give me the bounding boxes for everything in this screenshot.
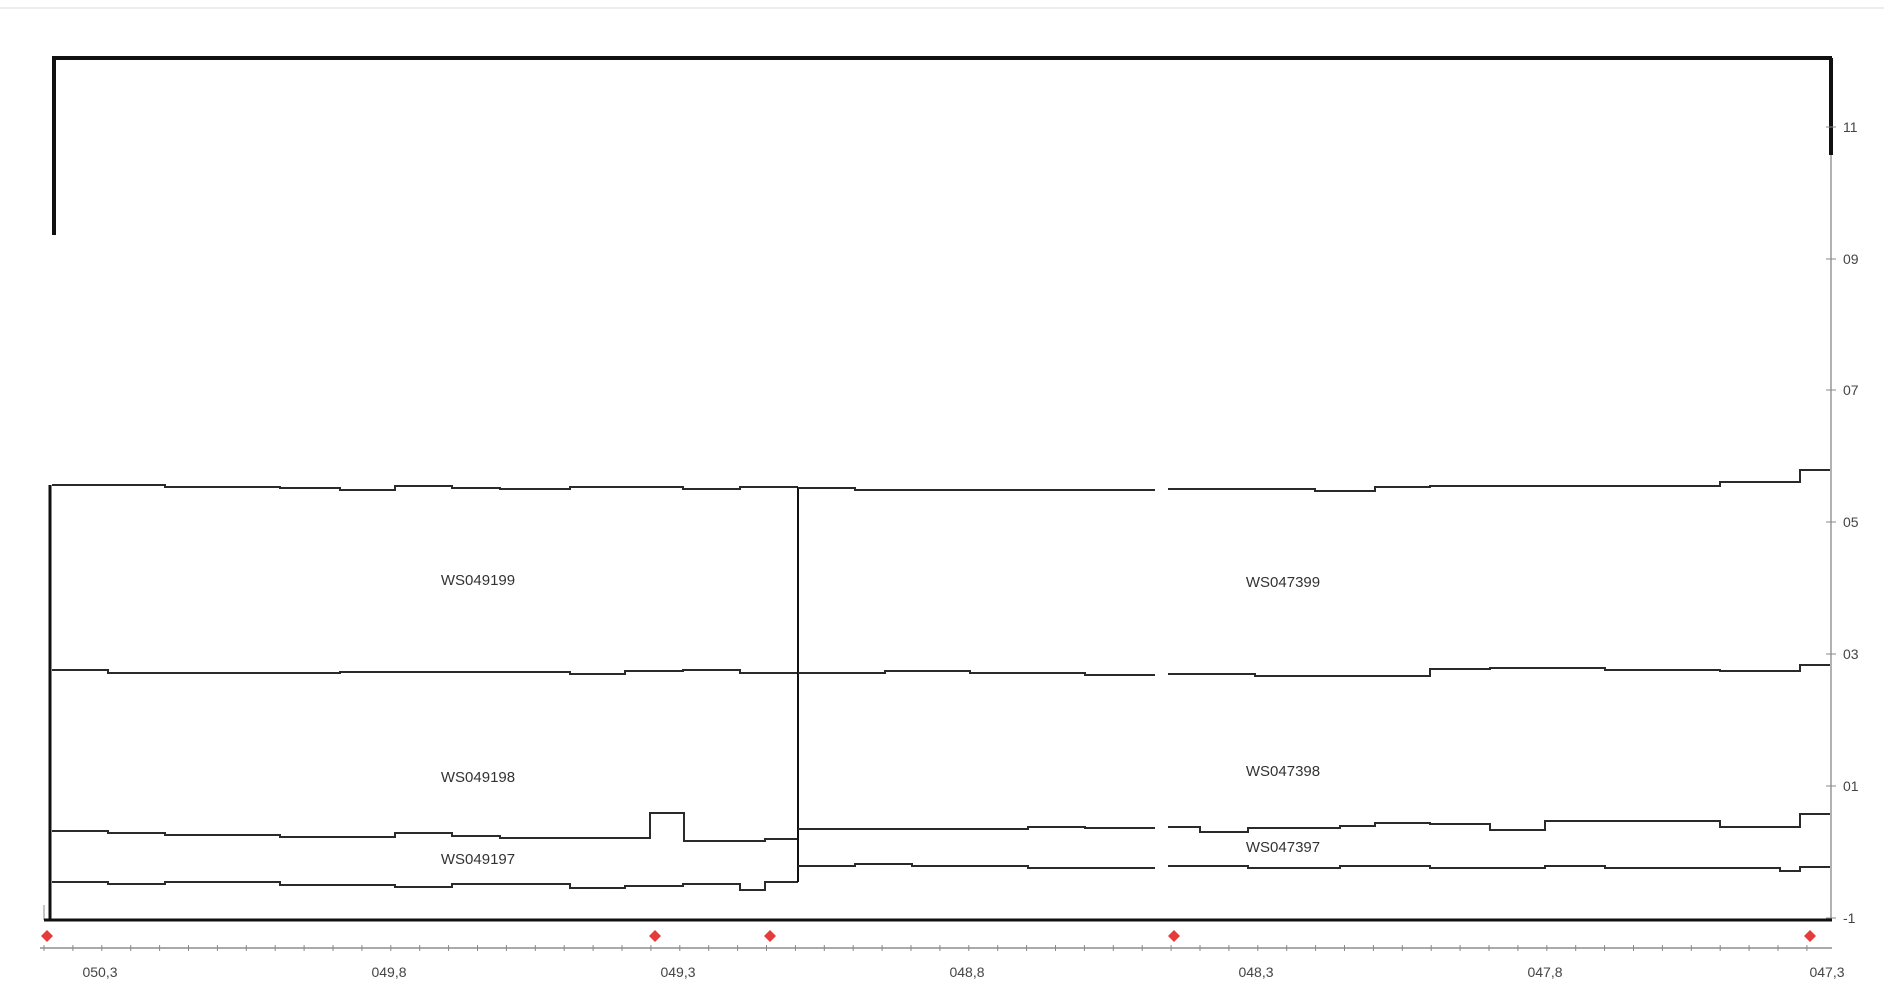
y-tick-label: 07: [1843, 382, 1859, 398]
x-axis: 050,3 049,8 049,3 048,8 048,3 047,8 047,…: [40, 945, 1845, 980]
marker-diamond: [649, 930, 661, 942]
profile-line-bottom: [52, 881, 798, 891]
section-labels: WS049199 WS049198 WS049197 WS047399 WS04…: [441, 572, 1320, 868]
x-tick-label: 047,8: [1527, 964, 1562, 980]
label-ws047398: WS047398: [1246, 763, 1320, 780]
y-tick-label: 01: [1843, 778, 1859, 794]
y-axis: 11 09 07 05 03 01 -1: [1826, 119, 1859, 926]
right-section: [798, 469, 1830, 872]
profile-line-top: [52, 484, 798, 491]
x-minor-ticks: [43, 945, 1808, 951]
profile-line-top: [798, 469, 1830, 492]
y-tick-label: 03: [1843, 646, 1859, 662]
x-tick-label: 048,8: [949, 964, 984, 980]
station-markers: [41, 930, 1816, 942]
label-ws049198: WS049198: [441, 769, 515, 786]
label-ws049199: WS049199: [441, 572, 515, 589]
y-tick-label: 05: [1843, 514, 1859, 530]
y-tick-label: -1: [1843, 910, 1856, 926]
y-tick: 01: [1826, 778, 1859, 794]
x-tick-label: 049,3: [660, 964, 695, 980]
x-tick-label: 047,3: [1809, 964, 1844, 980]
y-tick: 11: [1826, 119, 1858, 135]
y-tick: 03: [1826, 646, 1859, 662]
marker-diamond: [1804, 930, 1816, 942]
marker-diamond: [41, 930, 53, 942]
label-ws047397: WS047397: [1246, 839, 1320, 856]
x-tick-label: 050,3: [82, 964, 117, 980]
profile-line-middle: [52, 669, 798, 675]
x-tick-label: 049,8: [371, 964, 406, 980]
marker-diamond: [1168, 930, 1180, 942]
profile-line-middle: [798, 664, 1830, 677]
y-tick: 05: [1826, 514, 1859, 530]
label-ws047399: WS047399: [1246, 574, 1320, 591]
y-tick-label: 11: [1843, 119, 1858, 135]
y-tick: 07: [1826, 382, 1859, 398]
y-tick: 09: [1826, 251, 1859, 267]
profile-line-lower: [52, 812, 798, 842]
x-tick-label: 048,3: [1238, 964, 1273, 980]
y-tick: -1: [1826, 910, 1856, 926]
label-ws049197: WS049197: [441, 851, 515, 868]
y-tick-label: 09: [1843, 251, 1859, 267]
profile-line-lower: [798, 813, 1830, 833]
outer-frame: [43, 56, 1833, 922]
profile-line-bottom: [798, 863, 1830, 872]
left-section: [52, 484, 799, 891]
marker-diamond: [764, 930, 776, 942]
